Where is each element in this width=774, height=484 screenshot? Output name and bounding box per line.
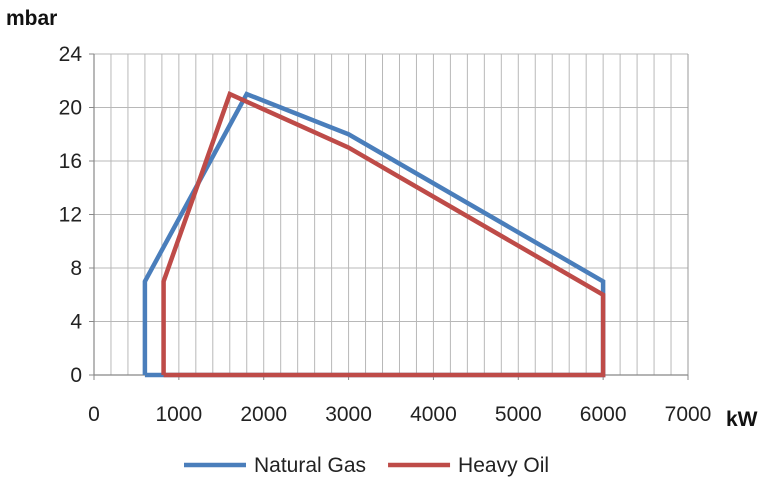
x-tick-label: 5000 (495, 403, 542, 426)
legend: Natural Gas Heavy Oil (184, 454, 549, 477)
x-tick-label: 2000 (240, 403, 287, 426)
y-tick-label: 24 (59, 43, 83, 66)
x-tick-label: 1000 (155, 403, 202, 426)
legend-label-heavy-oil: Heavy Oil (458, 454, 549, 477)
y-tick-label: 4 (70, 311, 82, 334)
x-tick-label: 7000 (665, 403, 712, 426)
y-axis-unit-label: mbar (6, 7, 57, 30)
y-tick-label: 16 (59, 150, 82, 173)
y-tick-label: 20 (59, 97, 82, 120)
x-tick-label: 0 (88, 403, 100, 426)
tick-labels: 0 4 8 12 16 20 24 0 1000 2000 3000 4000 5000 6000 7000 (59, 43, 712, 426)
y-tick-label: 12 (59, 204, 82, 227)
y-tick-label: 0 (70, 364, 82, 387)
series-line-heavy-oil (161, 91, 606, 378)
y-tick-label: 8 (70, 257, 82, 280)
x-tick-label: 6000 (580, 403, 627, 426)
series-lines (142, 91, 606, 378)
legend-label-natural-gas: Natural Gas (254, 454, 366, 477)
grid (94, 53, 689, 375)
x-tick-label: 3000 (325, 403, 372, 426)
x-axis-unit-label: kW (726, 408, 758, 431)
x-tick-label: 4000 (410, 403, 457, 426)
